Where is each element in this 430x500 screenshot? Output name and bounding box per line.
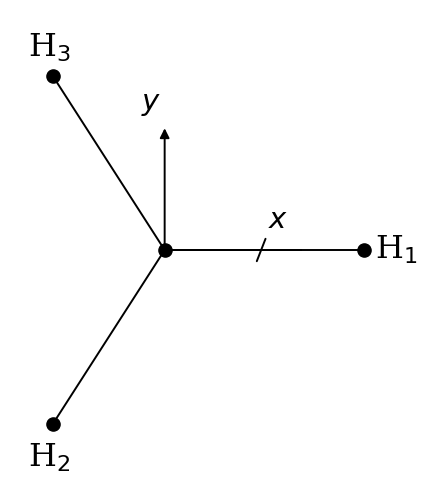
Point bbox=[359, 246, 366, 254]
Point bbox=[161, 246, 168, 254]
Point bbox=[49, 72, 56, 80]
Text: $x$: $x$ bbox=[268, 206, 288, 234]
Text: H$_2$: H$_2$ bbox=[28, 442, 71, 474]
Point bbox=[49, 420, 56, 428]
Text: H$_1$: H$_1$ bbox=[374, 234, 417, 266]
Text: $y$: $y$ bbox=[141, 90, 161, 118]
Text: H$_3$: H$_3$ bbox=[28, 32, 71, 64]
